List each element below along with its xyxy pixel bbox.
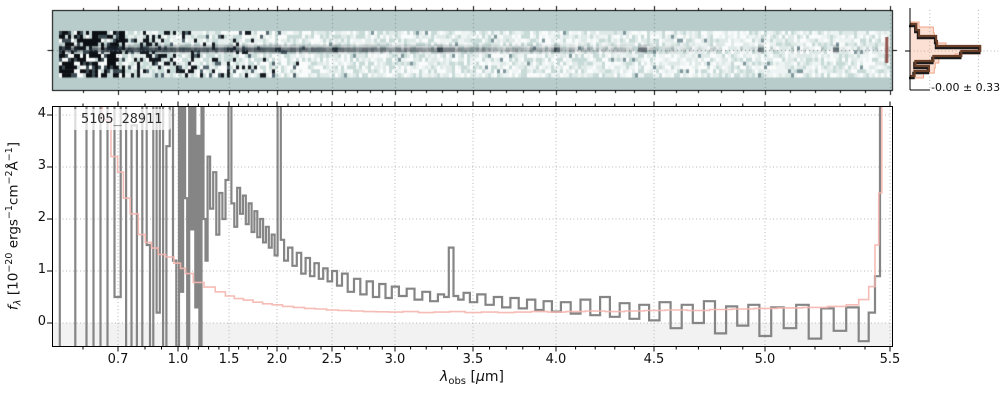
y-tick-label: 0 xyxy=(37,314,46,329)
xlabel-lambda: λ xyxy=(440,369,449,385)
y-tick-label: 1 xyxy=(37,262,46,277)
trace-profile-panel xyxy=(905,8,999,91)
y-axis-label-part: λ xyxy=(12,299,24,306)
profile-stat-label: -0.00 ± 0.33 xyxy=(931,81,1000,94)
y-tick-label: 2 xyxy=(37,210,46,225)
legend-source-id: 5105_28911 xyxy=(72,109,172,130)
x-tick-label: 2.5 xyxy=(321,352,343,367)
y-axis-label-part: ] xyxy=(5,141,22,148)
x-tick-label: 0.7 xyxy=(107,352,129,367)
xlabel-sub: obs xyxy=(448,376,467,387)
x-tick-label: 5.0 xyxy=(754,352,776,367)
y-tick-label: 3 xyxy=(37,158,46,173)
x-tick-label: 4.5 xyxy=(643,352,665,367)
y-axis-label-part: f xyxy=(5,305,22,311)
x-tick-label: 5.5 xyxy=(879,352,901,367)
y-axis-label: fλ [10−20 ergs−1cm−2Å−1] xyxy=(4,76,24,376)
y-axis-label-part: −1 xyxy=(4,205,15,220)
y-tick-label: 4 xyxy=(37,106,46,121)
x-tick-label: 3.5 xyxy=(462,352,484,367)
y-axis-label-part: ergs xyxy=(5,219,22,253)
y-axis-label-part: Å xyxy=(5,161,22,171)
x-tick-label: 2.0 xyxy=(266,352,288,367)
spectrum-1d-panel xyxy=(47,101,893,352)
y-axis-label-part: cm xyxy=(5,184,22,206)
y-axis-label-part: −1 xyxy=(4,147,15,162)
y-axis-label-part: [10 xyxy=(5,272,22,300)
spectrum-2d-panel xyxy=(44,4,902,98)
x-tick-label: 4.0 xyxy=(545,352,567,367)
xlabel-mu: μ xyxy=(475,369,485,385)
x-tick-label: 1.0 xyxy=(167,352,189,367)
y-axis-label-part: −2 xyxy=(4,170,15,185)
x-tick-label: 3.0 xyxy=(384,352,406,367)
xlabel-close: m] xyxy=(484,369,504,385)
y-axis-label-part: −20 xyxy=(4,252,15,273)
x-axis-label: λobs [μm] xyxy=(392,369,552,387)
xlabel-open: [ xyxy=(466,369,476,385)
x-tick-label: 1.5 xyxy=(218,352,240,367)
